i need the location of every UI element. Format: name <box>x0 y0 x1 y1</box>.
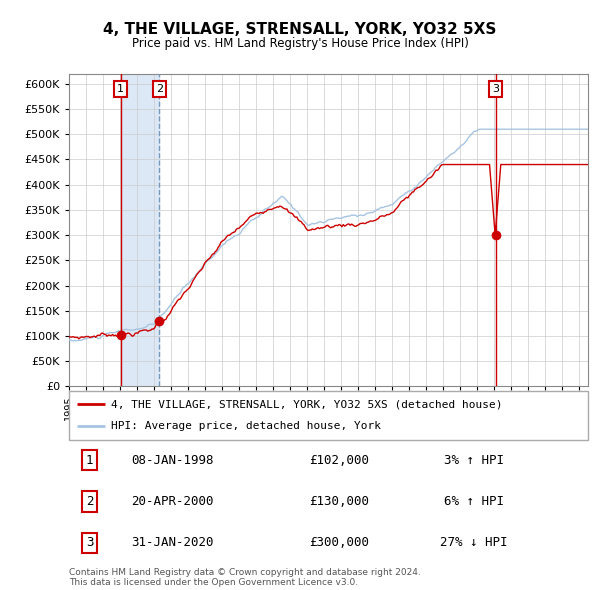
Text: 08-JAN-1998: 08-JAN-1998 <box>131 454 214 467</box>
Text: 4, THE VILLAGE, STRENSALL, YORK, YO32 5XS: 4, THE VILLAGE, STRENSALL, YORK, YO32 5X… <box>103 22 497 37</box>
Text: 27% ↓ HPI: 27% ↓ HPI <box>440 536 508 549</box>
Text: Price paid vs. HM Land Registry's House Price Index (HPI): Price paid vs. HM Land Registry's House … <box>131 37 469 50</box>
Text: 31-JAN-2020: 31-JAN-2020 <box>131 536 214 549</box>
Bar <box>121 74 160 386</box>
Text: 3% ↑ HPI: 3% ↑ HPI <box>444 454 504 467</box>
Text: £130,000: £130,000 <box>309 495 369 508</box>
Text: 3: 3 <box>86 536 94 549</box>
Text: 4, THE VILLAGE, STRENSALL, YORK, YO32 5XS (detached house): 4, THE VILLAGE, STRENSALL, YORK, YO32 5X… <box>110 399 502 409</box>
Text: 1: 1 <box>117 84 124 94</box>
Text: Contains HM Land Registry data © Crown copyright and database right 2024.
This d: Contains HM Land Registry data © Crown c… <box>69 568 421 587</box>
Text: 2: 2 <box>86 495 94 508</box>
Text: 6% ↑ HPI: 6% ↑ HPI <box>444 495 504 508</box>
Text: 2: 2 <box>156 84 163 94</box>
Text: HPI: Average price, detached house, York: HPI: Average price, detached house, York <box>110 421 380 431</box>
Text: 3: 3 <box>492 84 499 94</box>
Text: 1: 1 <box>86 454 94 467</box>
Text: 20-APR-2000: 20-APR-2000 <box>131 495 214 508</box>
Text: £300,000: £300,000 <box>309 536 369 549</box>
Text: £102,000: £102,000 <box>309 454 369 467</box>
